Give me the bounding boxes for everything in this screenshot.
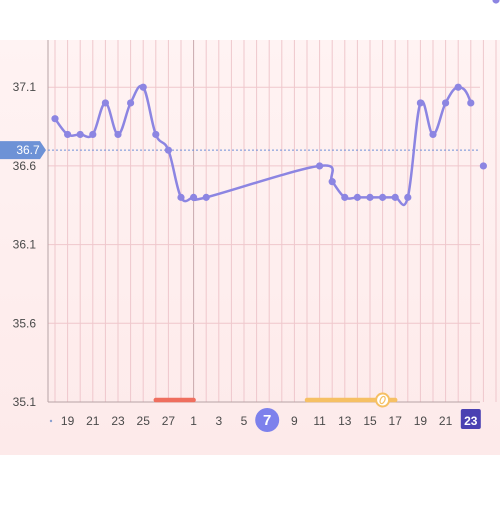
data-point[interactable] xyxy=(467,99,475,107)
y-tick-label: 35.1 xyxy=(13,395,37,409)
data-point[interactable] xyxy=(164,146,172,154)
data-point[interactable] xyxy=(127,99,135,107)
data-point[interactable] xyxy=(479,162,487,170)
data-point[interactable] xyxy=(190,193,198,201)
data-point[interactable] xyxy=(353,193,361,201)
y-tick-label: 37.1 xyxy=(13,80,37,94)
ovulation-egg-icon xyxy=(379,395,386,405)
reference-label: 36.7 xyxy=(16,143,40,157)
x-tick-label[interactable]: 27 xyxy=(162,414,176,428)
data-point[interactable] xyxy=(454,83,462,91)
data-point[interactable] xyxy=(379,193,387,201)
data-point[interactable] xyxy=(391,193,399,201)
reference-label-bg xyxy=(0,141,46,160)
x-tick-label[interactable]: 19 xyxy=(61,414,75,428)
x-tick-label[interactable]: 21 xyxy=(86,414,100,428)
data-point[interactable] xyxy=(177,193,185,201)
x-tick-label[interactable]: 23 xyxy=(464,414,478,428)
data-point[interactable] xyxy=(316,162,324,170)
current-day-box[interactable] xyxy=(460,409,481,429)
data-point[interactable] xyxy=(139,83,147,91)
x-tick-label[interactable]: 7 xyxy=(263,412,271,429)
temperature-line xyxy=(53,84,472,207)
y-tick-label: 36.6 xyxy=(13,159,37,173)
x-tick-label[interactable]: 17 xyxy=(389,414,403,428)
x-tick-label[interactable]: 23 xyxy=(111,414,125,428)
x-tick-label[interactable]: 3 xyxy=(215,414,222,428)
x-tick-label[interactable]: 25 xyxy=(137,414,151,428)
data-point[interactable] xyxy=(76,130,84,139)
data-point[interactable] xyxy=(366,193,374,201)
x-tick-label[interactable]: 19 xyxy=(414,414,428,428)
data-point[interactable] xyxy=(341,193,349,201)
x-tick-label[interactable]: 21 xyxy=(439,414,453,428)
data-point[interactable] xyxy=(51,115,59,123)
x-tick-label[interactable]: 1 xyxy=(190,414,197,428)
data-point[interactable] xyxy=(404,193,412,201)
x-axis-start-dot xyxy=(49,419,53,423)
data-point[interactable] xyxy=(64,130,72,139)
selected-day-circle[interactable] xyxy=(255,408,280,432)
data-point[interactable] xyxy=(101,99,109,107)
x-tick-label[interactable]: 9 xyxy=(291,414,298,428)
data-point[interactable] xyxy=(328,178,336,186)
data-point[interactable] xyxy=(114,130,122,139)
data-point[interactable] xyxy=(89,130,97,139)
y-tick-label: 36.1 xyxy=(13,238,37,252)
data-point[interactable] xyxy=(416,99,424,107)
x-tick-label[interactable]: 13 xyxy=(338,414,352,428)
data-point[interactable] xyxy=(442,99,450,107)
data-point[interactable] xyxy=(152,130,160,139)
y-tick-label: 35.6 xyxy=(13,316,37,330)
x-tick-label[interactable]: 15 xyxy=(363,414,377,428)
data-point[interactable] xyxy=(492,0,500,4)
data-point[interactable] xyxy=(202,193,210,201)
x-tick-label[interactable]: 11 xyxy=(313,414,326,428)
x-tick-label[interactable]: 5 xyxy=(241,414,248,428)
plot-background xyxy=(0,40,500,455)
data-point[interactable] xyxy=(429,130,437,139)
ovulation-marker xyxy=(375,392,391,408)
